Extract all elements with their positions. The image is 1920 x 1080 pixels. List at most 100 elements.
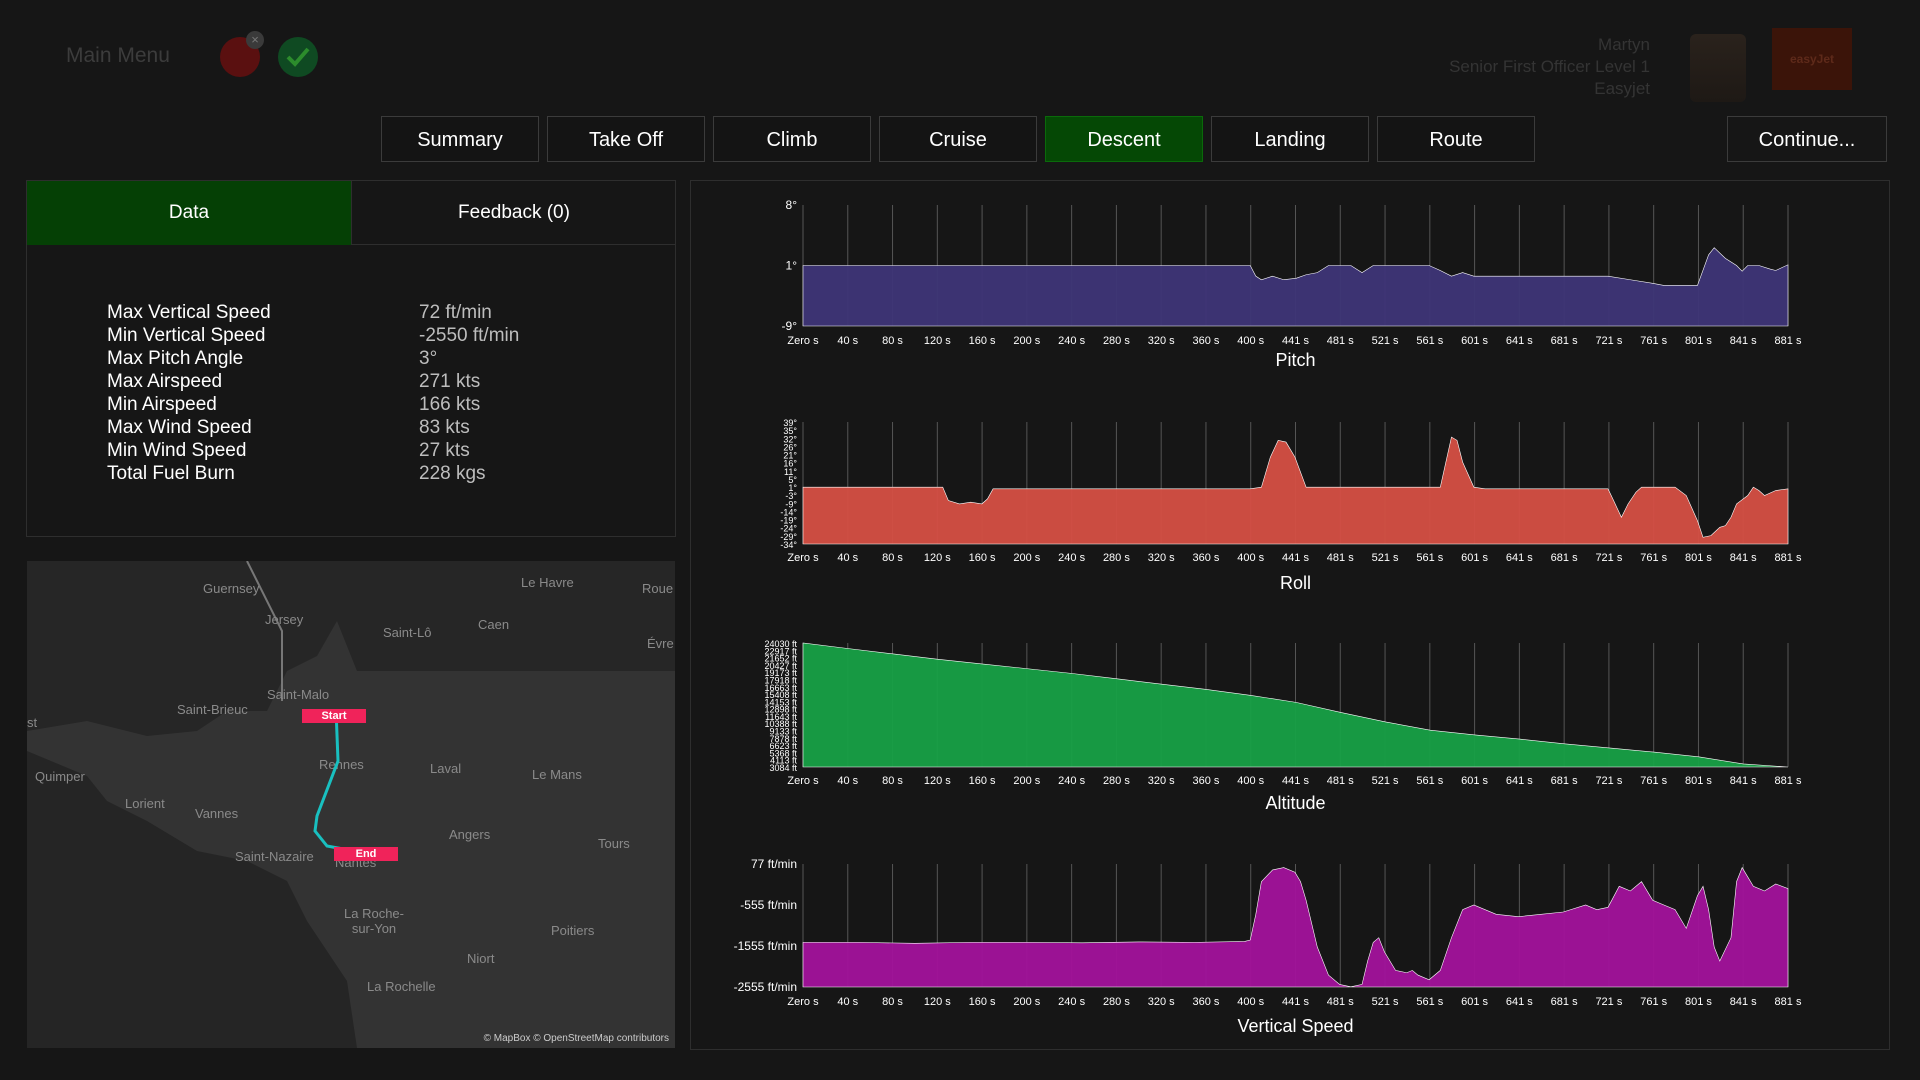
stat-label: Max Airspeed [107, 371, 223, 392]
map-city-label: Saint-Brieuc [177, 702, 248, 717]
x-tick-label: Zero s [787, 552, 819, 564]
y-tick-label: 3084 ft [769, 763, 797, 773]
chart-title: Roll [1280, 573, 1311, 593]
y-tick-label: -1555 ft/min [734, 939, 797, 953]
map-city-label: Le Mans [532, 767, 582, 782]
tab-landing[interactable]: Landing [1211, 116, 1369, 162]
x-tick-label: 481 s [1327, 552, 1354, 564]
user-name: Martyn [1598, 35, 1650, 54]
subtab-data[interactable]: Data [27, 181, 351, 245]
y-tick-label: 35° [783, 426, 797, 436]
user-info: Martyn Senior First Officer Level 1 Easy… [1449, 34, 1650, 100]
x-tick-label: 641 s [1506, 552, 1533, 564]
stat-row: Min Wind Speed 27 kts [107, 439, 519, 462]
chart-title: Vertical Speed [1237, 1016, 1353, 1036]
user-role: Senior First Officer Level 1 [1449, 57, 1650, 76]
chart-area-3 [802, 866, 1789, 988]
continue-button[interactable]: Continue... [1727, 116, 1887, 162]
map-city-label: Caen [478, 617, 510, 632]
y-tick-label: 21° [783, 451, 797, 461]
x-tick-label: 40 s [837, 335, 858, 347]
map-city-label: La Roche-sur-Yon [344, 906, 404, 936]
tab-summary[interactable]: Summary [381, 116, 539, 162]
stat-label: Min Vertical Speed [107, 325, 266, 346]
x-tick-label: 360 s [1192, 996, 1219, 1008]
x-tick-label: 761 s [1640, 552, 1667, 564]
map-city-label: Évre [647, 636, 674, 651]
chart-area-0 [802, 247, 1789, 327]
y-tick-label: 14153 ft [764, 697, 797, 707]
subtab-feedback[interactable]: Feedback (0) [351, 181, 676, 245]
x-tick-label: 120 s [924, 335, 951, 347]
main-menu-link[interactable]: Main Menu [66, 44, 170, 67]
stat-value: 72 ft/min [419, 302, 492, 323]
check-icon[interactable] [278, 37, 318, 77]
x-tick-label: 801 s [1685, 335, 1712, 347]
x-tick-label: 841 s [1730, 552, 1757, 564]
tab-cruise[interactable]: Cruise [879, 116, 1037, 162]
x-tick-label: 601 s [1461, 996, 1488, 1008]
x-tick-label: 240 s [1058, 996, 1085, 1008]
start-marker[interactable]: Start [302, 709, 366, 723]
x-tick-label: 280 s [1103, 552, 1130, 564]
map-city-label: Vannes [195, 806, 239, 821]
y-tick-label: 32° [783, 434, 797, 444]
tab-climb[interactable]: Climb [713, 116, 871, 162]
y-tick-label: -9° [785, 499, 797, 509]
alert-icon[interactable]: × [220, 31, 264, 77]
x-tick-label: 521 s [1372, 335, 1399, 347]
x-tick-label: 881 s [1775, 775, 1802, 787]
y-tick-label: 24030 ft [764, 639, 797, 649]
x-tick-label: 200 s [1013, 775, 1040, 787]
tab-route[interactable]: Route [1377, 116, 1535, 162]
y-tick-label: 77 ft/min [751, 857, 797, 871]
x-tick-label: Zero s [787, 335, 819, 347]
y-tick-label: 19173 ft [764, 668, 797, 678]
x-tick-label: 360 s [1192, 335, 1219, 347]
x-tick-label: 801 s [1685, 552, 1712, 564]
y-tick-label: 1° [786, 259, 798, 273]
stat-row: Max Pitch Angle 3° [107, 347, 519, 370]
x-tick-label: 761 s [1640, 335, 1667, 347]
x-tick-label: 400 s [1237, 552, 1264, 564]
x-tick-label: Zero s [787, 775, 819, 787]
stat-label: Min Airspeed [107, 394, 217, 415]
tab-take-off[interactable]: Take Off [547, 116, 705, 162]
y-tick-label: -2555 ft/min [734, 980, 797, 994]
x-tick-label: 801 s [1685, 775, 1712, 787]
y-tick-label: 5368 ft [769, 748, 797, 758]
x-tick-label: 320 s [1148, 996, 1175, 1008]
y-tick-label: 21652 ft [764, 654, 797, 664]
charts-canvas: Zero s 40 s 80 s 120 s 160 s 200 s 240 s 280 s 3… [734, 198, 1802, 1036]
x-tick-label: 441 s [1282, 335, 1309, 347]
stat-value: 3° [419, 348, 438, 369]
x-tick-label: 641 s [1506, 775, 1533, 787]
tab-descent[interactable]: Descent [1045, 116, 1203, 162]
stat-row: Max Airspeed 271 kts [107, 370, 519, 393]
x-tick-label: Zero s [787, 996, 819, 1008]
x-tick-label: 761 s [1640, 996, 1667, 1008]
stats-list: Max Vertical Speed 72 ft/min Min Vertical… [107, 301, 519, 485]
x-tick-label: 40 s [837, 775, 858, 787]
y-tick-label: 26° [783, 442, 797, 452]
y-tick-label: 4113 ft [770, 756, 797, 766]
x-tick-label: 400 s [1237, 775, 1264, 787]
x-tick-label: 280 s [1103, 775, 1130, 787]
x-tick-label: 681 s [1551, 552, 1578, 564]
y-tick-label: 8° [786, 198, 798, 212]
route-map[interactable]: Guernsey Jersey Le Havre Roue Caen Saint… [27, 561, 675, 1048]
x-tick-label: 120 s [924, 552, 951, 564]
map-city-label: Tours [598, 836, 630, 851]
y-tick-label: 16° [783, 459, 797, 469]
end-marker[interactable]: End [334, 847, 398, 861]
stat-value: 27 kts [419, 440, 470, 461]
x-tick-label: 641 s [1506, 996, 1533, 1008]
route-line [313, 708, 366, 855]
y-tick-label: 17918 ft [764, 675, 797, 685]
x-tick-label: 320 s [1148, 335, 1175, 347]
y-tick-label: 39° [783, 418, 797, 428]
x-tick-label: 841 s [1730, 335, 1757, 347]
x-tick-label: 721 s [1595, 775, 1622, 787]
x-tick-label: 200 s [1013, 335, 1040, 347]
x-tick-label: 160 s [969, 552, 996, 564]
